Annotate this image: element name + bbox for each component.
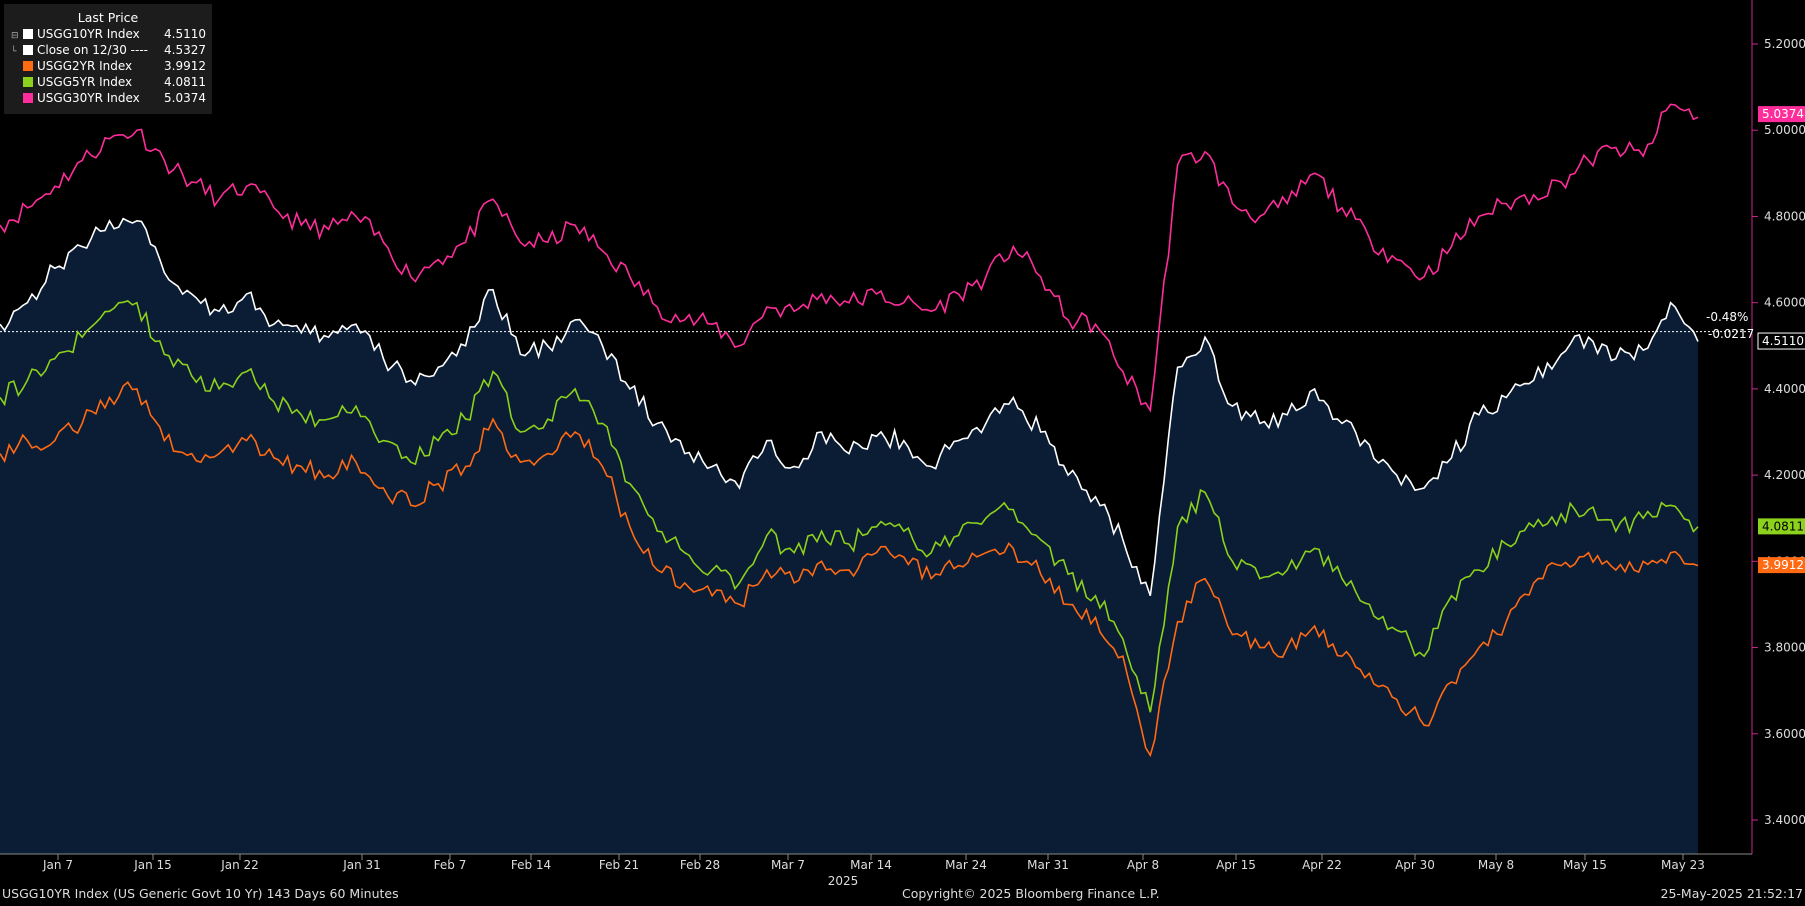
x-tick-label: Jan 22 [220, 858, 259, 872]
change-absolute: -0.0217 [1708, 327, 1755, 341]
legend-header: Last Price [77, 10, 139, 25]
legend-value: 3.9912 [164, 59, 206, 73]
legend-value: 5.0374 [164, 91, 206, 105]
x-tick-label: Feb 7 [434, 858, 467, 872]
legend-box: Last Price ⊟ USGG10YR Index 4.5110 └ Clo… [4, 4, 212, 114]
x-tick-label: Mar 14 [850, 858, 892, 872]
last-value-badge: 4.0811 [1758, 518, 1805, 535]
legend-row-30yr[interactable]: USGG30YR Index 5.0374 [4, 90, 212, 106]
series-line-usgg30yr [0, 103, 1699, 413]
x-tick-label: Mar 24 [945, 858, 987, 872]
legend-name: USGG2YR Index [37, 59, 133, 73]
svg-text:5.0374: 5.0374 [1762, 107, 1804, 121]
series-line-usgg5yr [0, 300, 1699, 713]
series-layer [0, 103, 1699, 758]
x-tick-label: Apr 22 [1302, 858, 1342, 872]
legend-name: USGG5YR Index [37, 75, 133, 89]
area-layer [0, 218, 1698, 855]
last-value-badge: 3.9912 [1758, 557, 1805, 574]
last-value-badge: 4.5110 [1757, 332, 1805, 350]
footer-security-description: USGG10YR Index (US Generic Govt 10 Yr) 1… [2, 886, 399, 901]
y-tick-label: 3.8000 [1764, 641, 1805, 655]
x-tick-label: Apr 8 [1127, 858, 1159, 872]
legend-swatch-30yr [23, 93, 33, 103]
y-tick-label: 5.2000 [1764, 37, 1805, 51]
y-tick-label: 3.4000 [1764, 813, 1805, 827]
legend-swatch-10yr [23, 29, 33, 39]
legend-name: USGG30YR Index [37, 91, 140, 105]
last-value-badge: 5.0374 [1758, 106, 1805, 123]
x-tick-label: Jan 31 [342, 858, 381, 872]
x-tick-label: Mar 31 [1027, 858, 1069, 872]
x-tick-label: Feb 21 [599, 858, 639, 872]
y-tick-label: 4.6000 [1764, 296, 1805, 310]
legend-swatch-2yr [23, 61, 33, 71]
x-year-label: 2025 [828, 874, 859, 888]
legend-swatch-close [23, 45, 33, 55]
svg-text:4.5110: 4.5110 [1762, 334, 1804, 348]
y-tick-label: 4.8000 [1764, 209, 1805, 223]
x-tick-label: Feb 28 [680, 858, 720, 872]
svg-text:3.9912: 3.9912 [1762, 558, 1804, 572]
footer-copyright: Copyright© 2025 Bloomberg Finance L.P. [902, 886, 1160, 901]
y-tick-label: 4.2000 [1764, 468, 1805, 482]
area-fill-10yr [0, 218, 1698, 855]
x-tick-label: Apr 15 [1216, 858, 1256, 872]
y-tick-label: 5.0000 [1764, 123, 1805, 137]
y-tick-label: 4.4000 [1764, 382, 1805, 396]
tree-collapse-icon[interactable]: ⊟ [11, 31, 19, 41]
x-tick-label: Jan 15 [133, 858, 172, 872]
svg-text:4.0811: 4.0811 [1762, 519, 1804, 533]
x-tick-label: May 15 [1563, 858, 1607, 872]
y-tick-label: 3.6000 [1764, 727, 1805, 741]
x-tick-label: Feb 14 [511, 858, 551, 872]
change-percent: -0.48% [1706, 310, 1749, 324]
footer-timestamp: 25-May-2025 21:52:17 [1660, 886, 1803, 901]
legend-value: 4.0811 [164, 75, 206, 89]
legend-row-2yr[interactable]: USGG2YR Index 3.9912 [4, 58, 212, 74]
legend-row-10yr[interactable]: ⊟ USGG10YR Index 4.5110 [4, 26, 212, 42]
x-tick-label: May 23 [1661, 858, 1705, 872]
legend-swatch-5yr [23, 77, 33, 87]
x-tick-label: Jan 7 [42, 858, 73, 872]
legend-value: 4.5110 [164, 27, 206, 41]
legend-value: 4.5327 [164, 43, 206, 57]
series-line-usgg10yr [0, 217, 1699, 597]
x-tick-label: Apr 30 [1395, 858, 1435, 872]
legend-row-close[interactable]: └ Close on 12/30 ---- 4.5327 [4, 42, 212, 58]
series-line-usgg2yr [0, 381, 1699, 758]
legend-name: Close on 12/30 ---- [37, 43, 148, 57]
legend-name: USGG10YR Index [37, 27, 140, 41]
legend-row-5yr[interactable]: USGG5YR Index 4.0811 [4, 74, 212, 90]
x-tick-label: May 8 [1478, 858, 1514, 872]
tree-branch-icon: └ [11, 47, 17, 57]
x-tick-label: Mar 7 [771, 858, 805, 872]
